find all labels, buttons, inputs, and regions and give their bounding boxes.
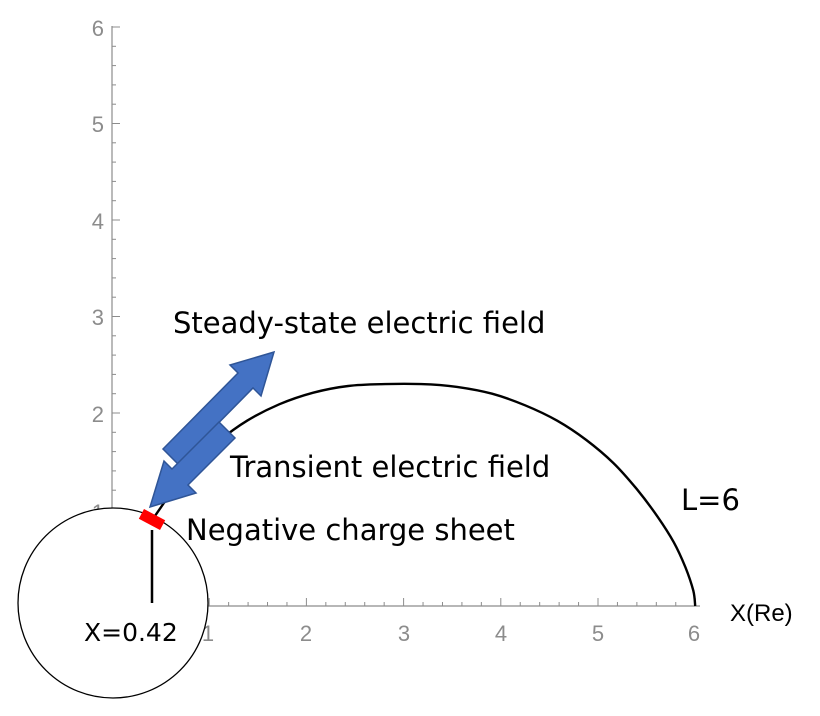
x-axis-label: X(Re) xyxy=(730,600,793,627)
charge-sheet xyxy=(138,509,166,530)
y-tick-label-4: 4 xyxy=(92,209,104,234)
field-line-curve xyxy=(151,382,697,607)
x-tick-label-2: 2 xyxy=(300,621,312,646)
x-tick-label-5: 5 xyxy=(592,621,604,646)
field-line-label: L=6 xyxy=(681,483,740,517)
y-tick-label-3: 3 xyxy=(92,305,104,330)
y-tick-label-6: 6 xyxy=(92,16,104,41)
planet-circle xyxy=(17,507,209,699)
transient-field-arrow xyxy=(148,420,237,509)
steady-field-label: Steady-state electric field xyxy=(173,306,545,340)
transient-field-label: Transient electric field xyxy=(229,450,550,484)
x-tick-label-6: 6 xyxy=(688,621,700,646)
y-tick-label-2: 2 xyxy=(92,402,104,427)
x-position-label: X=0.42 xyxy=(84,618,178,647)
x-tick-label-3: 3 xyxy=(398,621,410,646)
y-tick-label-5: 5 xyxy=(92,112,104,137)
charge-sheet-label: Negative charge sheet xyxy=(186,513,515,547)
x-tick-label-4: 4 xyxy=(495,621,507,646)
